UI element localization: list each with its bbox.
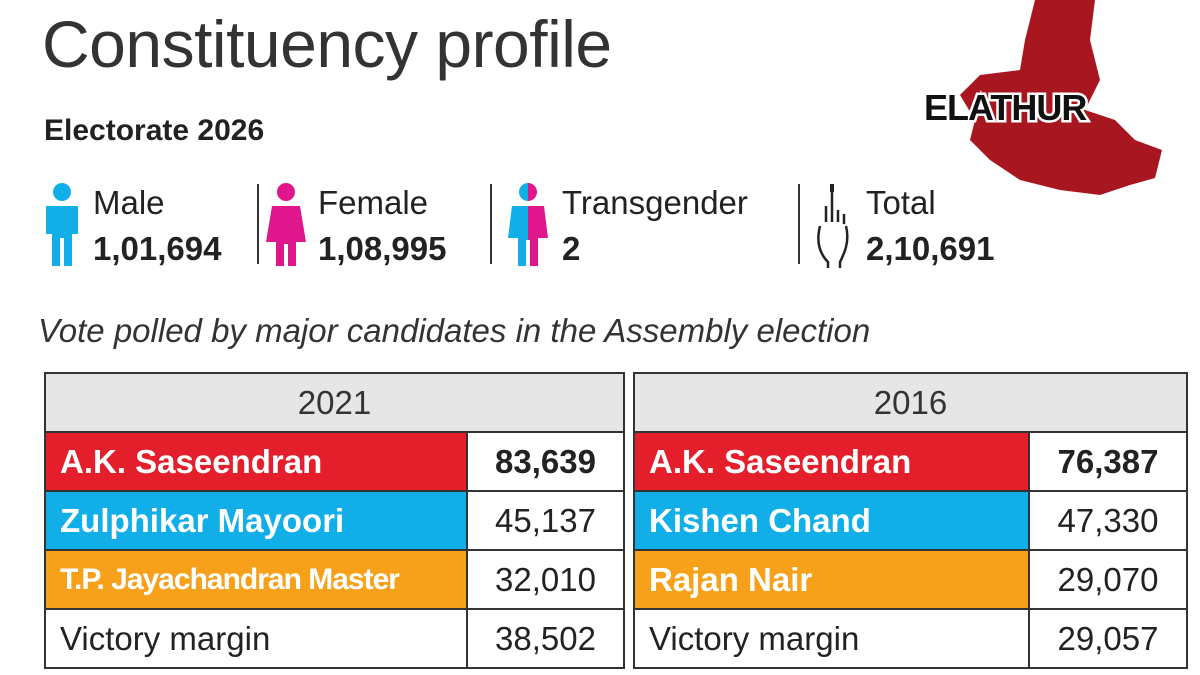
votes: 45,137 [466,490,625,551]
electorate-heading: Electorate 2026 [44,114,265,147]
total-label: Total [866,184,936,221]
transgender-value: 2 [562,230,581,267]
result-row: Victory margin 38,502 [44,608,625,669]
subtitle: Vote polled by major candidates in the A… [38,312,871,349]
separator [257,184,259,264]
votes: 83,639 [466,431,625,492]
candidate-name: Kishen Chand [633,490,1030,551]
separator [490,184,492,264]
voting-hand-icon [817,184,849,268]
candidate-name: A.K. Saseendran [633,431,1030,492]
header-row: 2016 [633,372,1188,433]
separator [798,184,800,264]
female-label: Female [318,184,429,221]
result-row: T.P. Jayachandran Master 32,010 [44,549,625,610]
title: Constituency profile [42,7,612,81]
results-table: 2021 A.K. Saseendran 83,639 Zulphikar Mayoo… [44,372,625,669]
result-row: Kishen Chand 47,330 [633,490,1188,551]
result-row: Rajan Nair 29,070 [633,549,1188,610]
total-value: 2,10,691 [866,230,995,267]
candidate-name: Victory margin [633,608,1030,669]
year: 2016 [633,372,1188,433]
candidate-name: Zulphikar Mayoori [44,490,468,551]
map-label: ELATHUR [924,87,1087,128]
votes: 47,330 [1028,490,1188,551]
male-value: 1,01,694 [93,230,222,267]
result-row: A.K. Saseendran 76,387 [633,431,1188,492]
male-label: Male [93,184,165,221]
female-value: 1,08,995 [318,230,447,267]
candidate-name: A.K. Saseendran [44,431,468,492]
votes: 32,010 [466,549,625,610]
year: 2021 [44,372,625,433]
results-table: 2016 A.K. Saseendran 76,387 Kishen Chand 47,… [633,372,1188,669]
result-row: A.K. Saseendran 83,639 [44,431,625,492]
result-row: Zulphikar Mayoori 45,137 [44,490,625,551]
transgender-icon [508,183,548,266]
male-icon [46,183,78,266]
votes: 76,387 [1028,431,1188,492]
votes: 38,502 [466,608,625,669]
map: ELATHUR [922,0,1162,195]
transgender-label: Transgender [562,184,748,221]
result-row: Victory margin 29,057 [633,608,1188,669]
votes: 29,070 [1028,549,1188,610]
votes: 29,057 [1028,608,1188,669]
header-row: 2021 [44,372,625,433]
candidate-name: Rajan Nair [633,549,1030,610]
candidate-name: Victory margin [44,608,468,669]
female-icon [266,183,306,266]
map-shape [960,0,1162,195]
candidate-name: T.P. Jayachandran Master [44,549,468,610]
